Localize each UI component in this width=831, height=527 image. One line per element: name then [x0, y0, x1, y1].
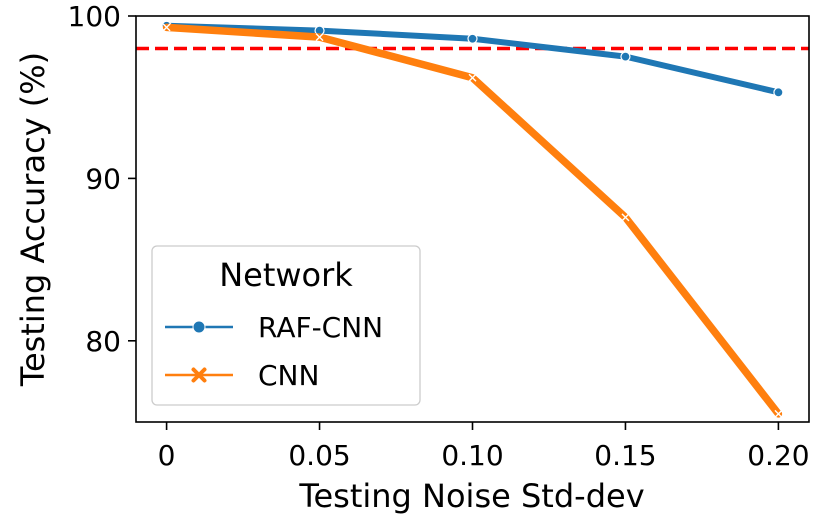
y-tick-label: 90 [85, 162, 121, 195]
point-raf-cnn-2 [467, 33, 478, 44]
legend: Network RAF-CNN CNN [151, 245, 421, 406]
point-cnn-4 [774, 409, 783, 418]
legend-title: Network [219, 256, 353, 294]
y-tick-label: 80 [85, 325, 121, 358]
x-tick-label: 0 [158, 439, 176, 472]
x-tick-label: 0.20 [747, 439, 809, 472]
legend-label-raf-cnn: RAF-CNN [258, 311, 383, 344]
x-tick-label: 0.05 [288, 439, 350, 472]
point-cnn-2 [468, 73, 477, 82]
point-cnn-1 [315, 33, 324, 42]
point-raf-cnn-4 [773, 87, 784, 98]
y-tick-label: 100 [68, 0, 121, 33]
legend-marker-cnn [191, 367, 207, 383]
legend-marker-raf-cnn [192, 320, 206, 334]
point-cnn-0 [162, 23, 171, 32]
legend-box [151, 245, 421, 406]
x-axis-label: Testing Noise Std-dev [298, 477, 644, 515]
x-tick-label: 0.10 [441, 439, 503, 472]
legend-label-cnn: CNN [258, 359, 319, 392]
point-cnn-3 [621, 213, 630, 222]
y-axis-label: Testing Accuracy (%) [14, 52, 52, 387]
x-tick-label: 0.15 [594, 439, 656, 472]
point-raf-cnn-3 [620, 51, 631, 62]
